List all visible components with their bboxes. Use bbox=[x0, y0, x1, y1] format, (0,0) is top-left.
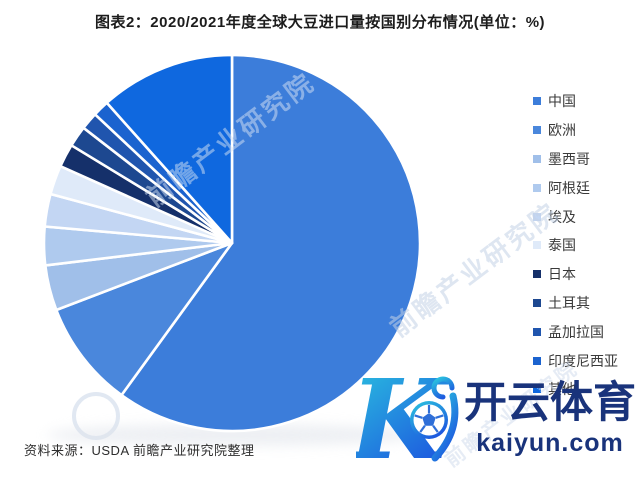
legend-swatch bbox=[533, 385, 541, 394]
legend-item-6: 泰国 bbox=[533, 231, 618, 260]
legend-item-3: 墨西哥 bbox=[533, 145, 618, 174]
legend-item-7: 日本 bbox=[533, 260, 618, 289]
legend-item-4: 阿根廷 bbox=[533, 173, 618, 202]
legend-swatch bbox=[533, 270, 541, 279]
legend: 中国欧洲墨西哥阿根廷埃及泰国日本土耳其孟加拉国印度尼西亚其他 bbox=[533, 87, 618, 404]
legend-label: 泰国 bbox=[548, 237, 576, 254]
kaiyun-domain: kaiyun.com bbox=[476, 429, 624, 457]
soccer-ball-icon bbox=[410, 401, 448, 439]
legend-item-5: 埃及 bbox=[533, 202, 618, 231]
pie-slice-1 bbox=[120, 53, 422, 433]
legend-item-1: 中国 bbox=[533, 87, 618, 116]
legend-label: 土耳其 bbox=[548, 294, 590, 311]
legend-swatch bbox=[533, 183, 541, 192]
pie-slices-group bbox=[42, 53, 422, 433]
legend-item-8: 土耳其 bbox=[533, 289, 618, 318]
legend-label: 埃及 bbox=[548, 208, 576, 225]
legend-swatch bbox=[533, 327, 541, 336]
legend-item-2: 欧洲 bbox=[533, 116, 618, 145]
legend-label: 其他 bbox=[548, 381, 576, 398]
kaiyun-brand-cn: 开云体育 bbox=[464, 379, 636, 427]
legend-label: 印度尼西亚 bbox=[548, 352, 618, 369]
legend-label: 孟加拉国 bbox=[548, 323, 604, 340]
legend-swatch bbox=[533, 241, 541, 250]
source-note: 资料来源：USDA 前瞻产业研究院整理 bbox=[24, 443, 255, 458]
chart-title: 图表2：2020/2021年度全球大豆进口量按国别分布情况(单位：%) bbox=[94, 14, 546, 31]
legend-label: 日本 bbox=[548, 266, 576, 283]
legend-swatch bbox=[533, 212, 541, 221]
legend-label: 欧洲 bbox=[548, 122, 576, 139]
pie-shadow bbox=[47, 424, 419, 446]
legend-swatch bbox=[533, 356, 541, 365]
legend-item-10: 印度尼西亚 bbox=[533, 346, 618, 375]
legend-item-9: 孟加拉国 bbox=[533, 317, 618, 346]
kaiyun-brand-text: 开云体育 kaiyun.com bbox=[464, 382, 636, 456]
legend-swatch bbox=[533, 126, 541, 135]
kaiyun-logo: K bbox=[356, 366, 459, 472]
legend-label: 墨西哥 bbox=[548, 150, 590, 167]
legend-swatch bbox=[533, 154, 541, 163]
pie-slice-11 bbox=[105, 53, 234, 245]
legend-label: 中国 bbox=[548, 93, 576, 110]
legend-swatch bbox=[533, 298, 541, 307]
legend-swatch bbox=[533, 97, 541, 106]
legend-item-11: 其他 bbox=[533, 375, 618, 404]
pie-slice-2 bbox=[55, 241, 234, 397]
kaiyun-watermark: K 开云体育 kaiyun.com bbox=[356, 366, 636, 472]
legend-label: 阿根廷 bbox=[548, 179, 590, 196]
